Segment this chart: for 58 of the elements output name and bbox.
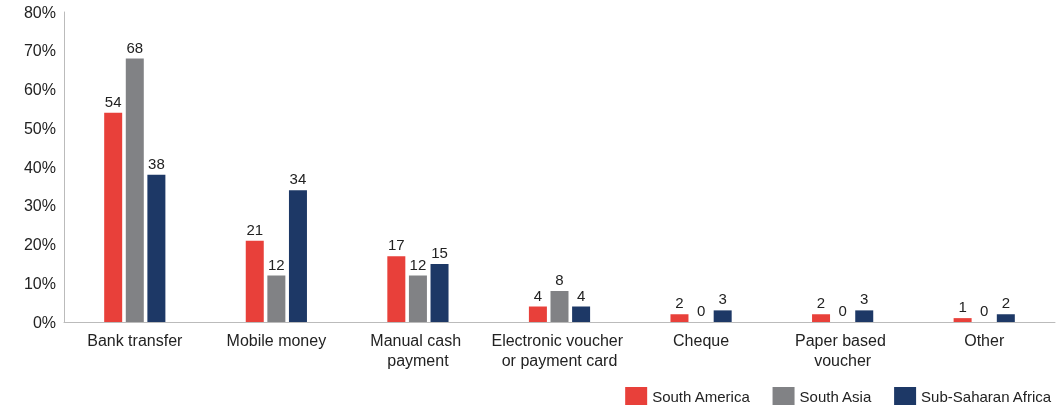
y-tick-label: 50% <box>23 119 56 137</box>
bar <box>245 240 264 322</box>
y-tick-label: 20% <box>23 236 56 253</box>
bar <box>550 291 569 322</box>
data-label: 68 <box>126 38 144 56</box>
x-tick-label: Electronic voucher or payment card <box>491 331 628 369</box>
data-label: 3 <box>718 290 727 308</box>
data-label: 4 <box>576 286 586 304</box>
bar <box>408 275 427 322</box>
y-tick-label: 80% <box>23 3 56 21</box>
data-label: 12 <box>268 255 285 273</box>
y-tick-label: 70% <box>23 42 56 60</box>
data-label: 17 <box>387 236 405 254</box>
data-label: 2 <box>1001 294 1010 312</box>
bar <box>996 314 1015 322</box>
data-label: 8 <box>555 271 564 288</box>
bar <box>430 263 449 322</box>
bar <box>855 310 874 322</box>
data-label: 38 <box>148 154 165 172</box>
bar <box>572 306 591 322</box>
data-label: 12 <box>409 255 427 273</box>
data-label: 0 <box>980 302 989 319</box>
bar <box>387 256 406 322</box>
y-tick-label: 40% <box>23 158 56 176</box>
y-tick-label: 60% <box>23 81 56 98</box>
data-label: 3 <box>860 290 869 308</box>
x-tick-label: Bank transfer <box>87 331 184 349</box>
data-label: 2 <box>675 294 684 312</box>
y-tick-label: 0% <box>32 313 56 331</box>
data-label: 54 <box>104 92 122 110</box>
x-tick-label: Mobile money <box>226 331 327 349</box>
y-tick-label: 30% <box>23 197 56 215</box>
data-label: 21 <box>246 220 264 238</box>
legend-label: Sub-Saharan Africa <box>921 387 1052 405</box>
data-label: 0 <box>838 302 847 319</box>
bar <box>670 314 689 322</box>
bar <box>147 174 166 322</box>
x-tick-label: Paper based voucher <box>795 331 891 369</box>
bar <box>288 190 307 322</box>
bar <box>953 318 972 322</box>
bar <box>812 314 831 322</box>
x-tick-label: Manual cash payment <box>370 331 466 369</box>
data-label: 0 <box>696 302 706 319</box>
bar <box>267 275 286 322</box>
bar <box>104 112 123 322</box>
data-label: 1 <box>958 298 967 316</box>
legend-label: South America <box>652 387 751 405</box>
bar <box>528 306 547 322</box>
data-label: 4 <box>533 286 543 304</box>
bar <box>125 58 144 322</box>
y-tick-label: 10% <box>23 274 56 292</box>
data-label: 2 <box>816 294 826 312</box>
legend-label: South Asia <box>799 387 872 405</box>
x-tick-label: Other <box>964 331 1005 349</box>
bar <box>713 310 732 322</box>
data-label: 15 <box>431 243 448 261</box>
data-label: 34 <box>289 170 307 188</box>
x-tick-label: Cheque <box>673 331 730 349</box>
